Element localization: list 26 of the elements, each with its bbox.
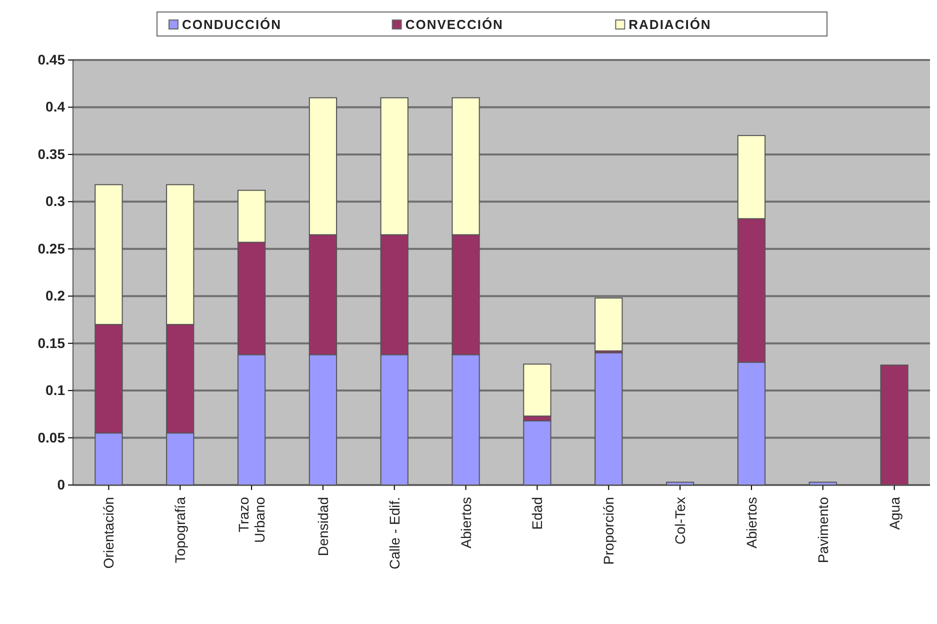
y-tick-label: 0.45 bbox=[38, 51, 66, 68]
x-tick-label: Pavimento bbox=[814, 496, 831, 564]
y-tick-label: 0.3 bbox=[46, 193, 66, 210]
x-tick-label: Topografía bbox=[172, 496, 188, 564]
y-tick-label: 0.35 bbox=[38, 146, 66, 162]
x-tick-label: Orientación bbox=[100, 497, 117, 569]
x-tick-label: Abiertos bbox=[743, 497, 760, 548]
x-tick-label: Densidad bbox=[314, 497, 331, 556]
x-tick-label: Col-Tex bbox=[672, 497, 688, 544]
y-tick-label: 0.15 bbox=[38, 334, 66, 351]
legend-label: CONDUCCIÓN bbox=[182, 17, 282, 32]
x-tick-label: Proporción bbox=[600, 497, 617, 565]
y-tick-label: 0.4 bbox=[46, 98, 66, 115]
x-tick-label: Calle - Edif. bbox=[386, 497, 402, 570]
y-tick-label: 0 bbox=[57, 476, 66, 492]
bar bbox=[594, 298, 623, 352]
y-tick-label: 0.25 bbox=[38, 240, 66, 256]
x-tick-label: Agua bbox=[886, 496, 902, 530]
y-tick-label: 0.1 bbox=[46, 382, 66, 398]
x-tick-label: Edad bbox=[529, 497, 546, 530]
legend-label: RADIACIÓN bbox=[628, 17, 712, 32]
y-tick-label: 0.2 bbox=[46, 288, 66, 304]
y-tick-label: 0.05 bbox=[38, 429, 66, 446]
x-tick-label: Trazo Urbano bbox=[236, 496, 268, 543]
legend-label: CONVECCIÓN bbox=[405, 17, 504, 32]
x-tick-label: Abiertos bbox=[458, 497, 474, 548]
